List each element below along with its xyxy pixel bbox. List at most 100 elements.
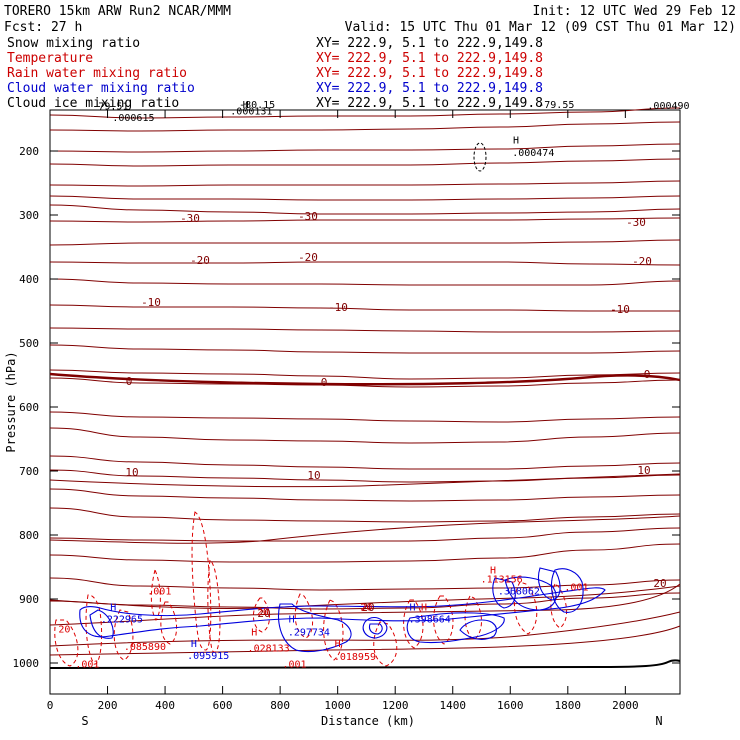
isotherm-line bbox=[49, 583, 681, 626]
isotherm-label: -20 bbox=[298, 251, 318, 264]
isotherm-line bbox=[49, 327, 681, 333]
cloud-water-contour bbox=[278, 603, 352, 653]
valid-time: Valid: 15 UTC Thu 01 Mar 12 (09 CST Thu … bbox=[345, 20, 736, 35]
cloud-water-contour bbox=[459, 619, 497, 640]
isotherm-label: -10 bbox=[141, 296, 161, 309]
field-label-snow: Snow mixing ratio bbox=[7, 36, 140, 51]
y-tick-label: 400 bbox=[19, 273, 39, 286]
isotherm-label: -10 bbox=[610, 303, 630, 316]
max-marker: H bbox=[513, 135, 519, 146]
max-marker: H bbox=[289, 615, 295, 626]
field-annotations: .000615 .000131 .000474 .000490 -79.55 -79.51… bbox=[58, 100, 689, 670]
value-annotation: .001 bbox=[147, 587, 171, 598]
isotherm-line bbox=[49, 488, 681, 502]
cloud-water-contour bbox=[368, 623, 383, 635]
isotherm-line bbox=[49, 469, 681, 483]
isotherm-line bbox=[49, 543, 681, 563]
y-tick-label: 700 bbox=[19, 465, 39, 478]
y-tick-label: 900 bbox=[19, 593, 39, 606]
isotherm-line bbox=[49, 411, 681, 423]
field-xy-snow: XY= 222.9, 5.1 to 222.9,149.8 bbox=[316, 36, 543, 51]
field-label-cloud-ice: Cloud ice mixing ratio bbox=[7, 96, 179, 111]
isotherm-label: 0 bbox=[644, 368, 651, 381]
x-tick-label: 600 bbox=[213, 699, 233, 712]
cloud-water-contour bbox=[406, 612, 505, 644]
isotherm-line bbox=[49, 261, 681, 266]
field-xy-rain: XY= 222.9, 5.1 to 222.9,149.8 bbox=[316, 66, 543, 81]
isotherm-line bbox=[49, 304, 680, 312]
terrain-surface bbox=[49, 659, 681, 669]
rain-contour bbox=[323, 599, 344, 661]
model-title: TORERO 15km ARW Run2 NCAR/MMM bbox=[4, 4, 231, 19]
y-tick-label: 300 bbox=[19, 209, 39, 222]
isotherm-line bbox=[49, 592, 681, 610]
field-label-temperature: Temperature bbox=[7, 51, 93, 66]
field-xy-temperature: XY= 222.9, 5.1 to 222.9,149.8 bbox=[316, 51, 543, 66]
isotherm-line bbox=[49, 427, 681, 444]
value-annotation: 20 bbox=[257, 607, 269, 618]
isotherm-label: 10 bbox=[125, 466, 138, 479]
value-annotation: .085890 bbox=[124, 642, 166, 653]
rain-contour bbox=[513, 581, 538, 635]
max-marker: H bbox=[110, 603, 116, 614]
cloud-water-contours bbox=[79, 142, 606, 653]
figure-header: TORERO 15km ARW Run2 NCAR/MMM Init: 12 U… bbox=[4, 4, 736, 111]
isotherm-label: -30 bbox=[298, 210, 318, 223]
value-annotation: -79.55 bbox=[538, 100, 574, 111]
x-tick-label: 1600 bbox=[497, 699, 524, 712]
value-annotation: .297734 bbox=[288, 627, 330, 638]
isotherm-line bbox=[49, 507, 681, 523]
value-annotation: .001 bbox=[282, 659, 306, 670]
isotherm-label: 20 bbox=[361, 601, 374, 614]
isotherm-line bbox=[49, 107, 681, 119]
value-annotation: .398664 bbox=[409, 615, 451, 626]
rain-contour bbox=[403, 599, 424, 649]
value-annotation: .368062 bbox=[498, 587, 540, 598]
value-annotation: .113156 bbox=[481, 574, 523, 585]
x-tick-label: 2000 bbox=[612, 699, 639, 712]
plot-frame bbox=[49, 109, 681, 695]
max-marker: H bbox=[243, 100, 249, 111]
isotherm-line bbox=[49, 527, 681, 542]
value-annotation: .001 bbox=[564, 583, 588, 594]
value-annotation: .000490 bbox=[647, 101, 689, 112]
max-marker: H bbox=[409, 603, 415, 614]
cloud-water-contour bbox=[504, 576, 557, 611]
value-annotation: .000474 bbox=[512, 148, 554, 159]
isotherm-label: -30 bbox=[626, 216, 646, 229]
isotherm-label: 10 bbox=[637, 464, 650, 477]
y-tick-label: 1000 bbox=[13, 657, 40, 670]
value-annotation: 20 bbox=[58, 624, 70, 635]
isotherm-line bbox=[49, 455, 681, 470]
rain-contour bbox=[207, 559, 221, 653]
isotherm-label: 0 bbox=[126, 375, 133, 388]
isotherm-label: 10 bbox=[307, 469, 320, 482]
rain-contour bbox=[160, 601, 177, 645]
rain-contour bbox=[54, 619, 79, 667]
cloud-water-contour bbox=[79, 587, 606, 638]
y-tick-label: 800 bbox=[19, 529, 39, 542]
isotherm-line bbox=[49, 473, 681, 488]
x-tick-label: 400 bbox=[155, 699, 175, 712]
value-annotation: 20 bbox=[360, 603, 372, 614]
isotherm-line bbox=[49, 180, 681, 187]
isotherm-label: -10 bbox=[328, 301, 348, 314]
y-tick-label: 200 bbox=[19, 145, 39, 158]
x-tick-label: 200 bbox=[98, 699, 118, 712]
max-marker: H bbox=[421, 603, 427, 614]
isotherm-line bbox=[49, 204, 681, 215]
isotherm-line bbox=[49, 611, 681, 647]
temperature-isotherms bbox=[49, 107, 681, 656]
field-label-rain: Rain water mixing ratio bbox=[7, 66, 187, 81]
isotherm-line bbox=[49, 585, 681, 609]
x-tick-label: 800 bbox=[270, 699, 290, 712]
field-xy-cloud-water: XY= 222.9, 5.1 to 222.9,149.8 bbox=[316, 81, 543, 96]
isotherm-line bbox=[49, 515, 681, 544]
isotherm-labels: -30 -30 -30 -20 -20 -20 -10 -10 -10 0 0 0 10 10 10 20 20… bbox=[125, 210, 666, 620]
rain-contour bbox=[253, 597, 270, 633]
init-time: Init: 12 UTC Wed 29 Feb 12 bbox=[533, 4, 737, 19]
rain-contour bbox=[85, 594, 103, 665]
end-label-north: N bbox=[655, 714, 662, 728]
cloud-water-contour bbox=[362, 616, 388, 639]
